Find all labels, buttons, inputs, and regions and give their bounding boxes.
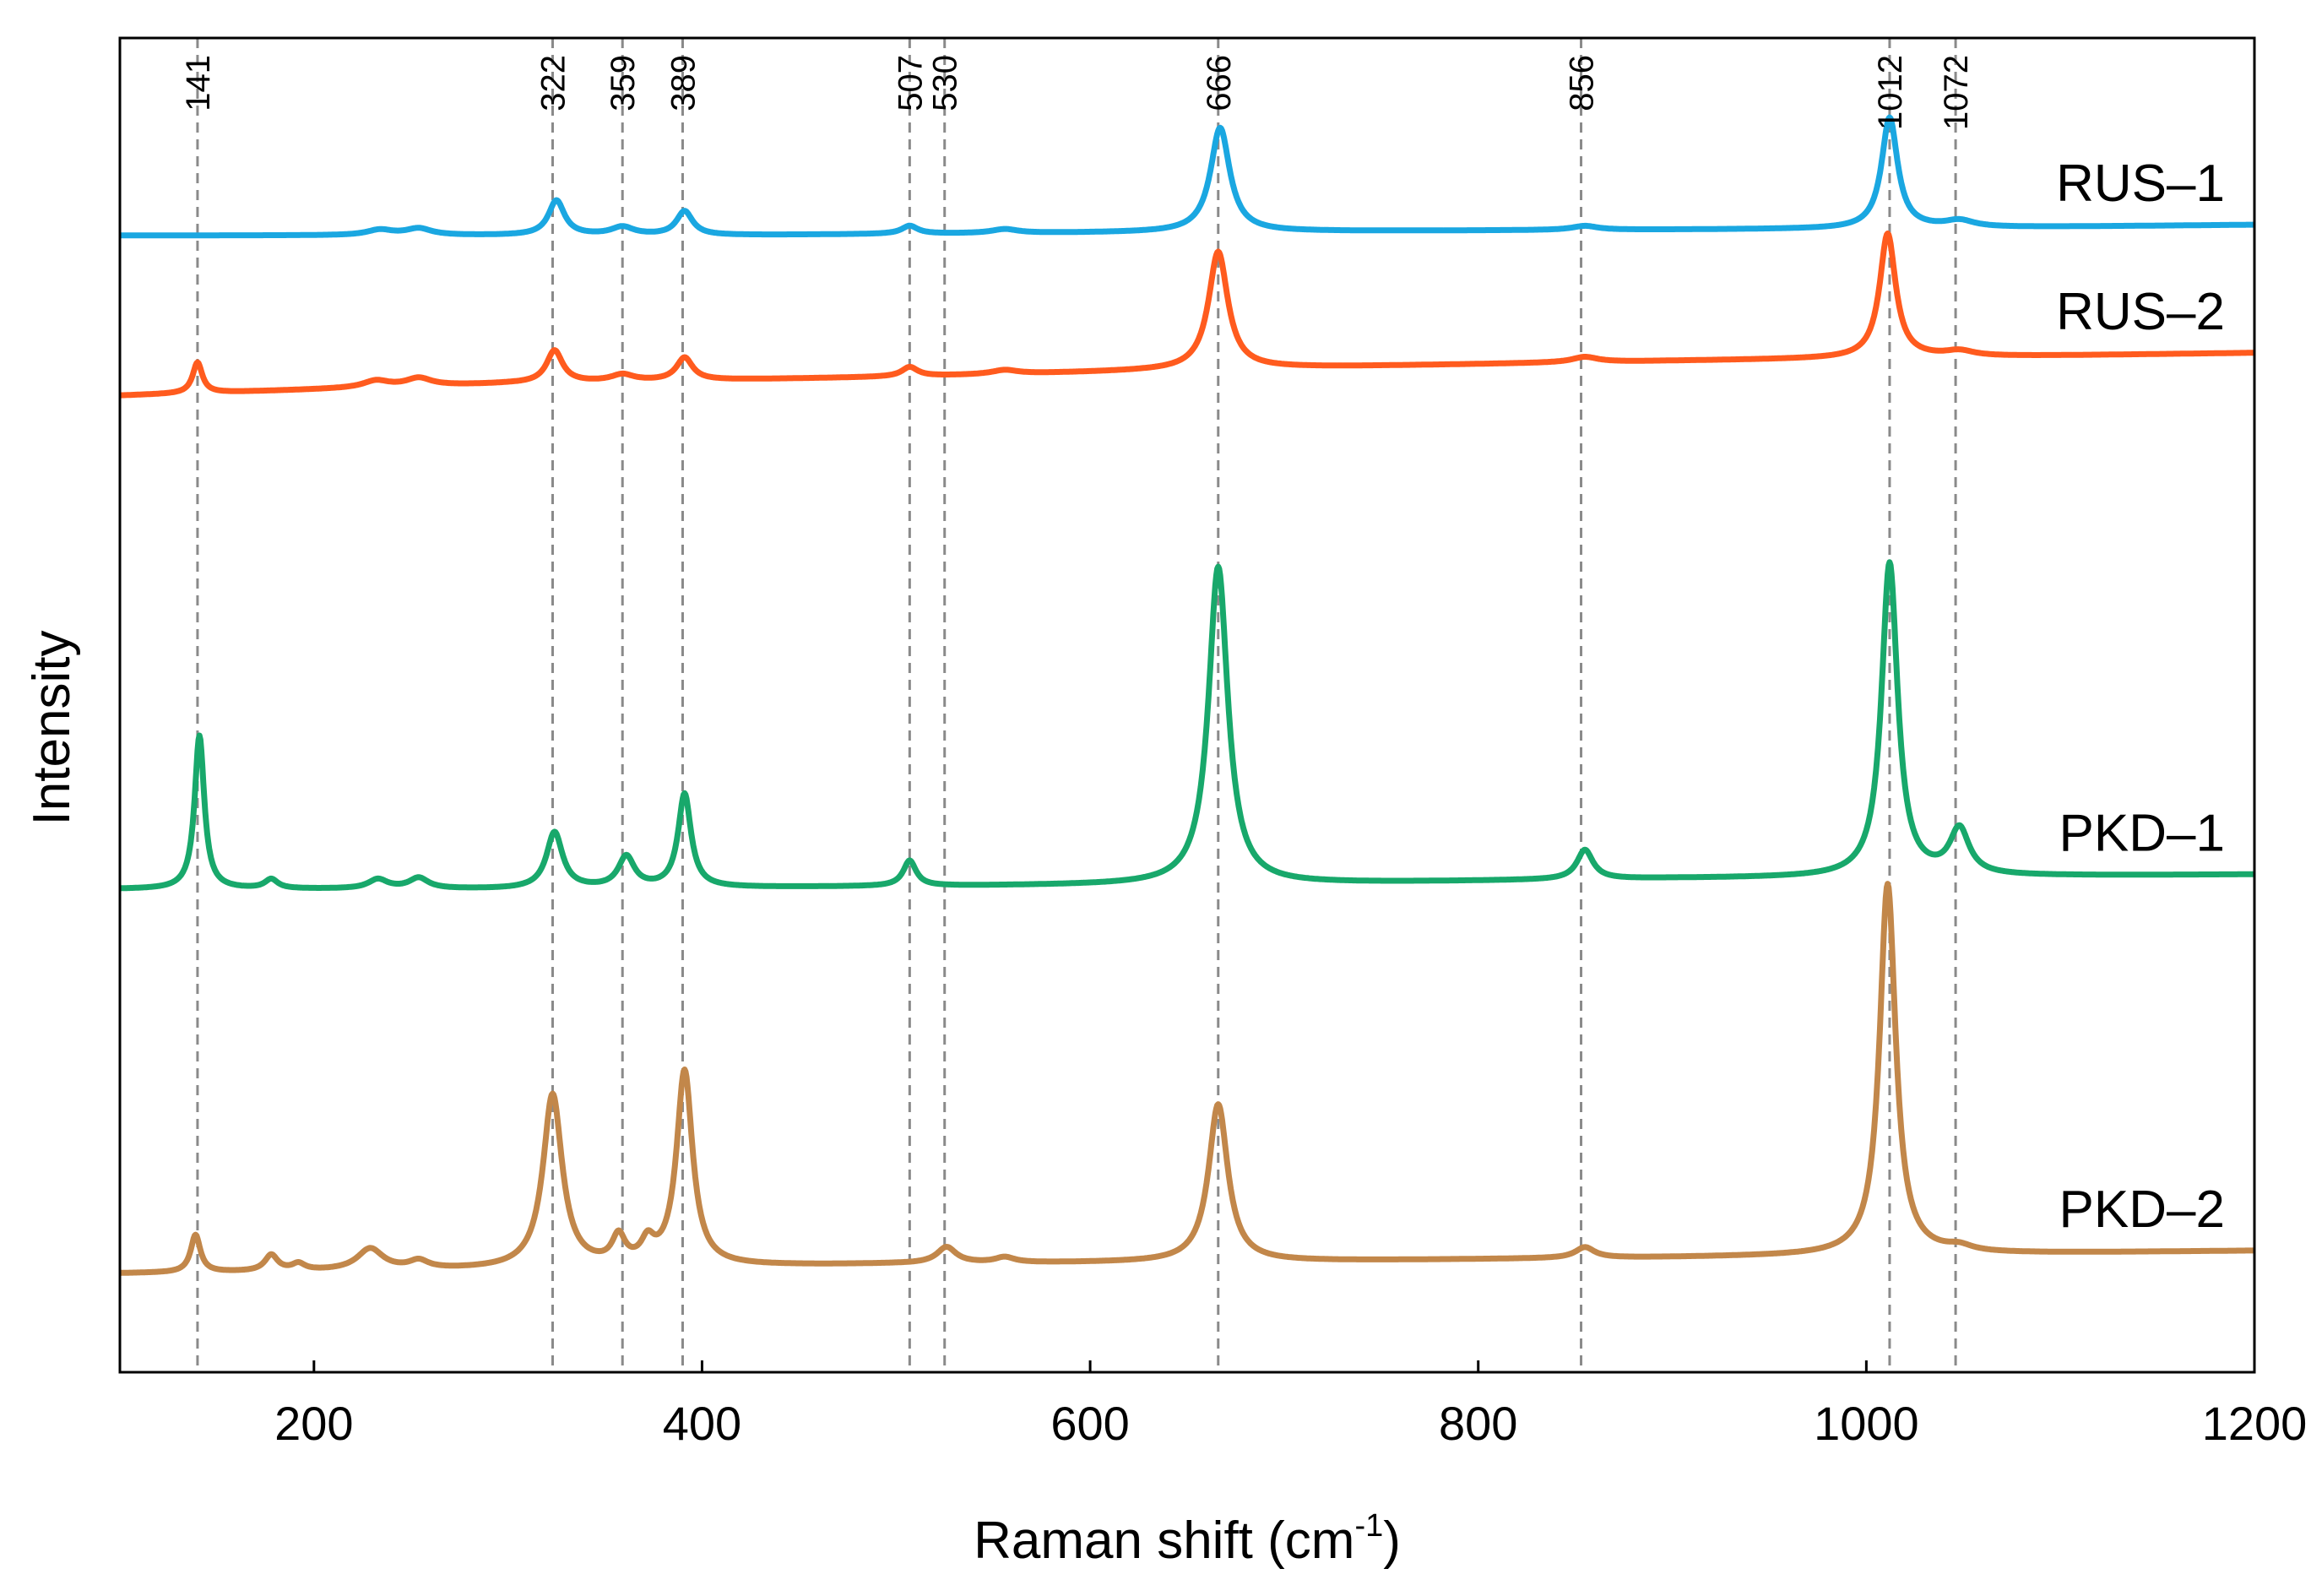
- peak-label-141: 141: [180, 55, 217, 111]
- y-axis-label: Intensity: [23, 631, 81, 826]
- peak-label-856: 856: [1564, 55, 1601, 111]
- peak-label-530: 530: [927, 55, 964, 111]
- series-line-rus-2: [117, 231, 2257, 399]
- series-line-pkd-1: [117, 559, 2257, 892]
- series-label-rus-1: RUS–1: [2056, 155, 2225, 213]
- series-line-pkd-2: [117, 881, 2257, 1276]
- peak-label-359: 359: [605, 55, 642, 111]
- plot-frame: [118, 36, 2256, 1374]
- peak-label-1012: 1012: [1872, 55, 1909, 130]
- peak-label-666: 666: [1201, 55, 1238, 111]
- peak-label-389: 389: [665, 55, 702, 111]
- x-axis-label-close: ): [1383, 1512, 1401, 1570]
- peak-label-1072: 1072: [1938, 55, 1975, 130]
- series-labels: RUS–1 RUS–2 PKD–1 PKD–2: [2056, 155, 2225, 1239]
- x-axis-ticks: 200 400 600 800 1000 1200: [274, 1360, 2307, 1450]
- x-tick-label-400: 400: [663, 1397, 741, 1450]
- x-axis-label-sup: -1: [1354, 1508, 1383, 1544]
- series-label-rus-2: RUS–2: [2056, 283, 2225, 341]
- series-label-pkd-2: PKD–2: [2059, 1181, 2225, 1239]
- peak-label-507: 507: [892, 55, 929, 111]
- x-tick-label-200: 200: [274, 1397, 353, 1450]
- series-label-pkd-1: PKD–1: [2059, 805, 2225, 863]
- x-axis-label: Raman shift (cm-1): [974, 1508, 1401, 1570]
- peak-label-322: 322: [534, 55, 572, 111]
- x-tick-label-800: 800: [1439, 1397, 1517, 1450]
- series-lines: [117, 114, 2257, 1276]
- x-axis-label-main: Raman shift (cm: [974, 1512, 1354, 1570]
- x-tick-label-1200: 1200: [2202, 1397, 2308, 1450]
- series-line-rus-1: [117, 114, 2257, 239]
- x-tick-label-1000: 1000: [1814, 1397, 1919, 1450]
- x-tick-label-600: 600: [1050, 1397, 1129, 1450]
- reference-lines: [196, 38, 1957, 1372]
